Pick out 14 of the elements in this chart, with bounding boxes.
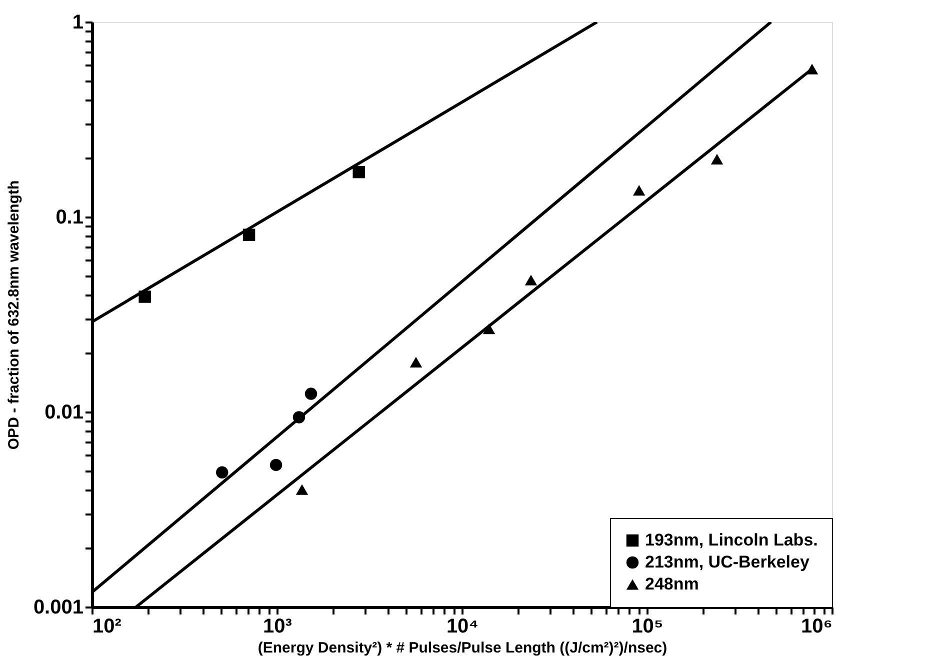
x-tick-label: 10⁴ [446, 616, 479, 638]
x-tick-label: 10⁶ [801, 616, 832, 638]
legend-label: 213nm, UC-Berkeley [645, 552, 810, 572]
y-tick-label: 1 [72, 12, 84, 34]
y-tick-label: 0.1 [56, 206, 84, 228]
x-tick-label: 10² [92, 616, 122, 638]
x-axis-title: (Energy Density²) * # Pulses/Pulse Length ((J/cm²)²)/nsec) [258, 640, 668, 656]
y-tick-label: 0.001 [33, 596, 84, 618]
legend-label: 248nm [645, 574, 699, 594]
legend-label: 193nm, Lincoln Labs. [645, 530, 818, 550]
y-axis-title: OPD - fraction of 632.8nm wavelength [5, 180, 22, 450]
x-tick-label: 10³ [263, 616, 292, 638]
y-tick-label: 0.01 [44, 402, 84, 424]
x-tick-label: 10⁵ [632, 616, 664, 638]
